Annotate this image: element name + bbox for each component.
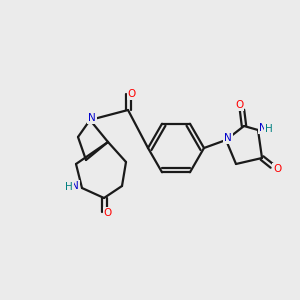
Text: O: O — [104, 208, 112, 218]
Text: N: N — [71, 181, 79, 191]
Text: O: O — [235, 100, 243, 110]
Text: H: H — [65, 182, 73, 192]
Text: N: N — [88, 113, 96, 123]
Text: N: N — [224, 133, 232, 143]
Text: H: H — [265, 124, 273, 134]
Text: N: N — [259, 123, 267, 133]
Text: O: O — [273, 164, 281, 174]
Text: O: O — [128, 89, 136, 99]
